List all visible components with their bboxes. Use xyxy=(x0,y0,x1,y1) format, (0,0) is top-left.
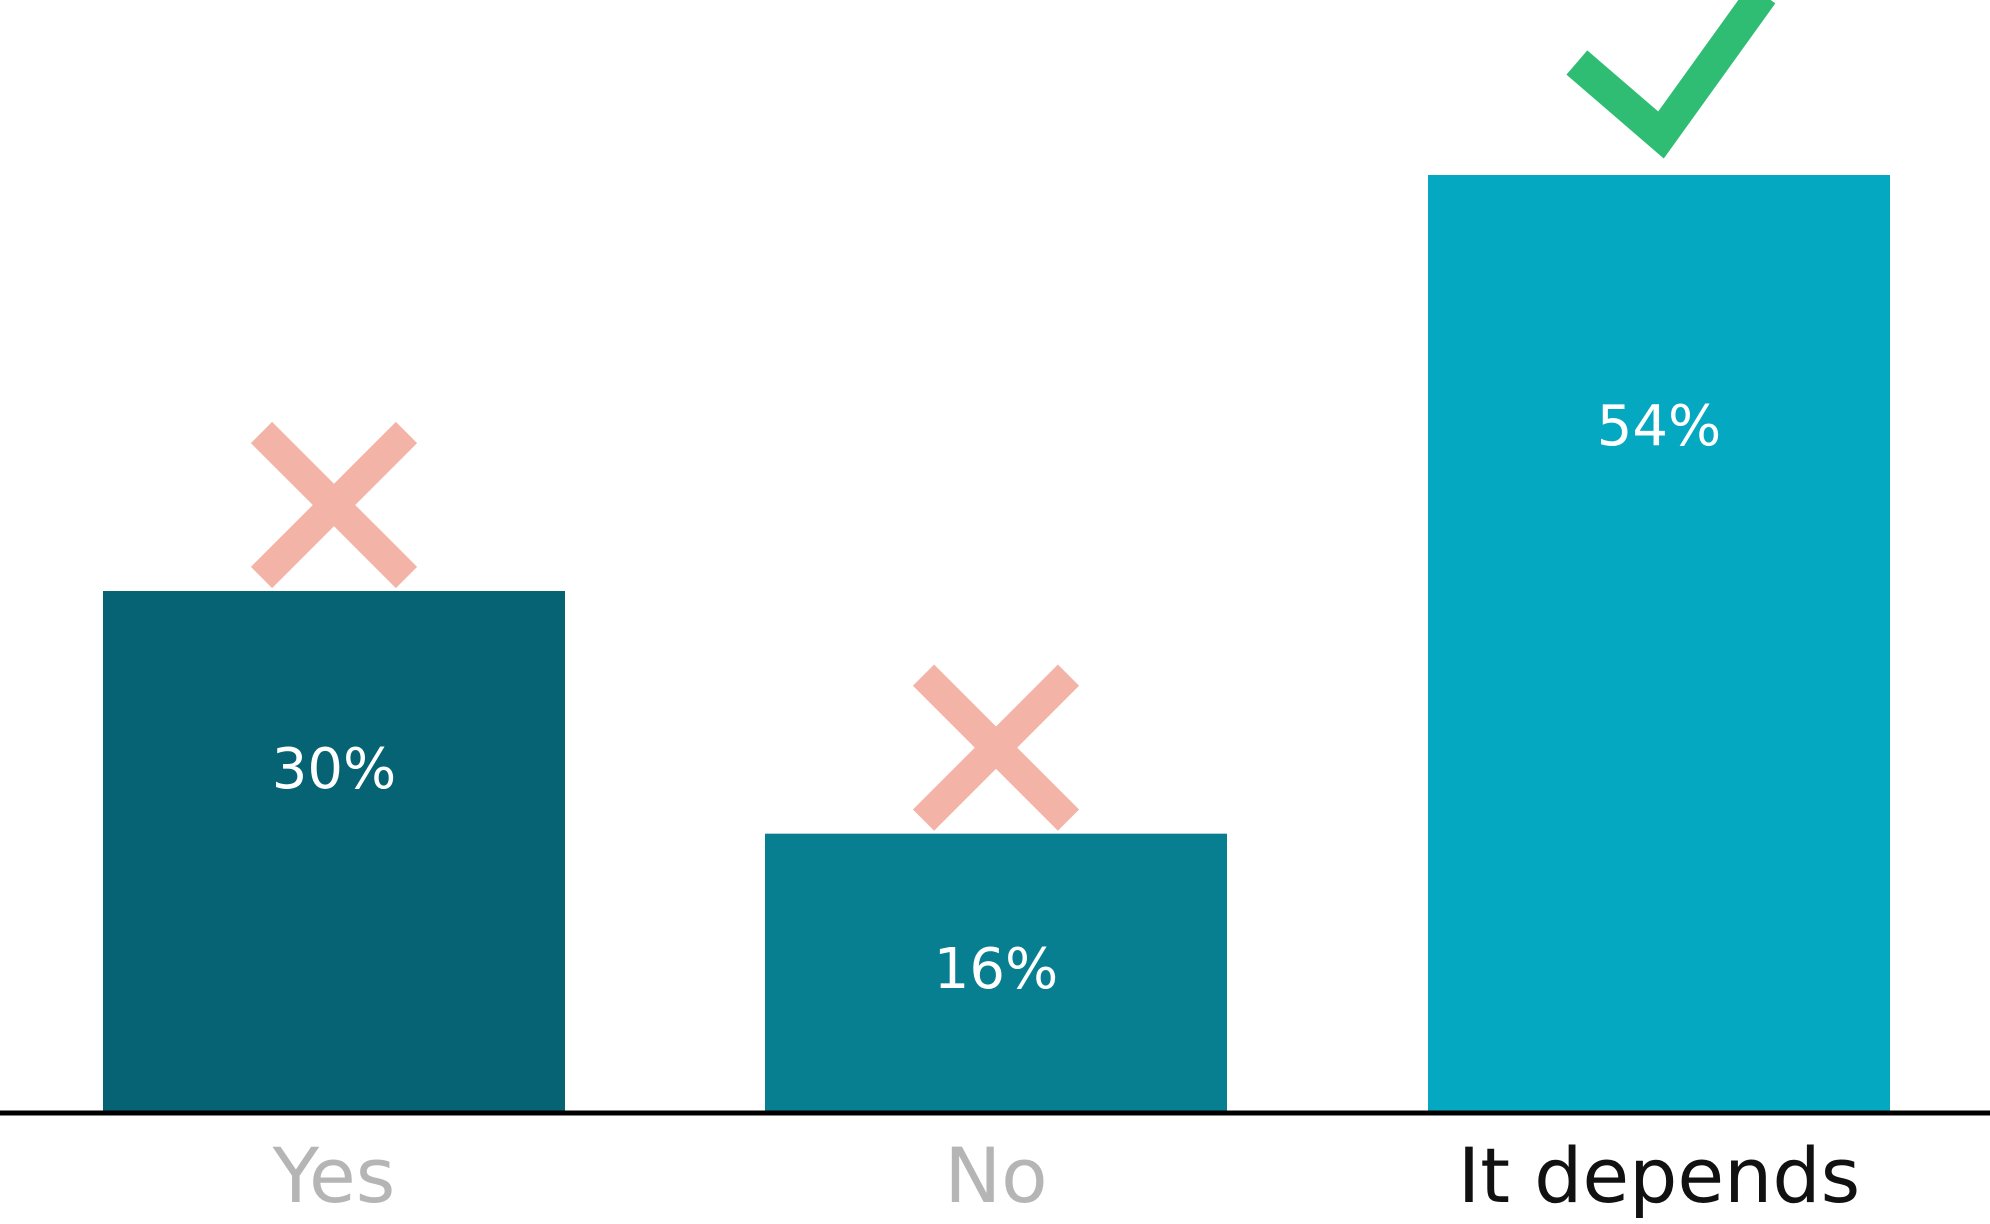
category-label: It depends xyxy=(1458,1131,1860,1220)
bar-it-depends xyxy=(1428,175,1890,1111)
cross-icon xyxy=(912,664,1080,831)
bars-layer xyxy=(103,175,1890,1111)
marks-layer xyxy=(250,0,1776,831)
bar-value-label: 16% xyxy=(934,937,1058,1002)
cross-icon xyxy=(250,421,418,589)
bar-value-label: 54% xyxy=(1597,394,1721,459)
labels-layer: 30% Yes 16% No 54% It depends xyxy=(272,394,1861,1220)
category-label: Yes xyxy=(272,1131,396,1220)
bar-no xyxy=(765,833,1227,1111)
category-label: No xyxy=(944,1131,1047,1220)
bar-yes xyxy=(103,591,565,1111)
bar-value-label: 30% xyxy=(272,737,396,802)
check-icon xyxy=(1566,0,1776,159)
